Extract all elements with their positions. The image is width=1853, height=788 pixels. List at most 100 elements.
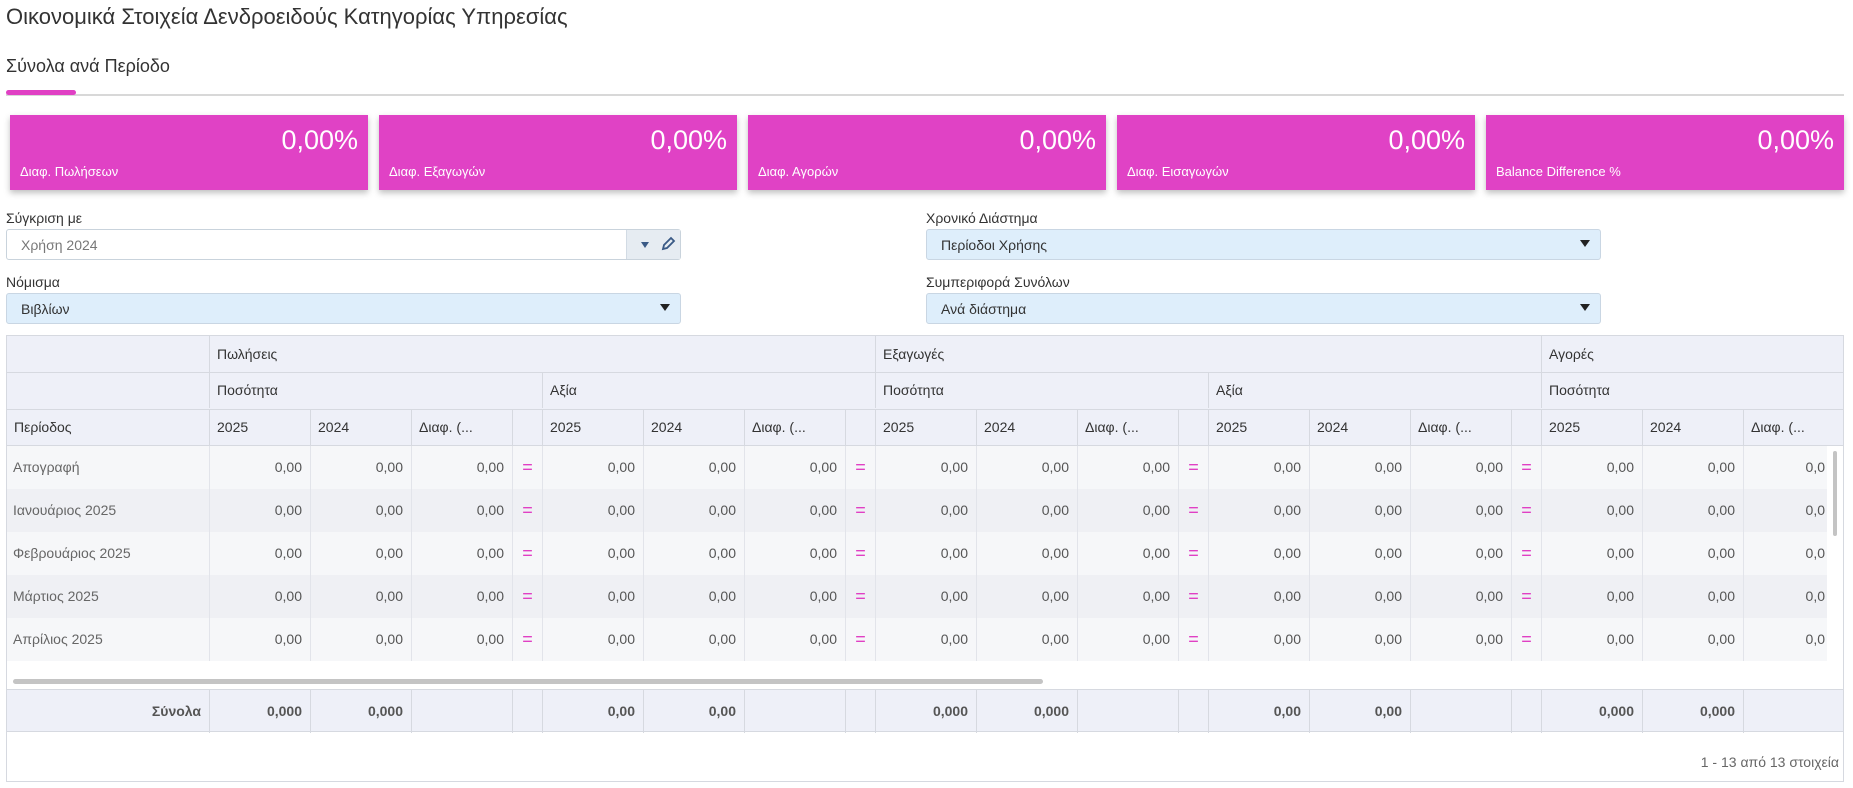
column-header-diff[interactable]: Διαφ. (... <box>1077 409 1178 445</box>
value-cell-diff: 0,00 <box>744 575 845 618</box>
currency-value: Βιβλίων <box>21 301 70 317</box>
total-2025: 0,000 <box>1541 690 1642 733</box>
value-cell-diff: 0,0 <box>1743 532 1833 575</box>
horizontal-scrollbar[interactable] <box>13 679 1043 684</box>
value-cell-2024: 0,00 <box>1642 532 1743 575</box>
period-select[interactable]: Περίοδοι Χρήσης <box>926 229 1601 260</box>
value-cell-2025: 0,00 <box>1208 618 1309 661</box>
value-cell-2024: 0,00 <box>1642 575 1743 618</box>
column-header-2024[interactable]: 2024 <box>1642 409 1743 445</box>
currency-label: Νόμισμα <box>6 274 60 290</box>
vertical-scrollbar[interactable] <box>1833 451 1837 536</box>
header-divider <box>7 409 1843 410</box>
value-cell-2025: 0,00 <box>542 618 643 661</box>
subgroup-header: Αξία <box>1208 372 1541 408</box>
equal-icon: = <box>1178 532 1208 575</box>
kpi-label: Διαφ. Εισαγωγών <box>1127 164 1229 179</box>
value-cell-2024: 0,00 <box>643 575 744 618</box>
value-cell-2024: 0,00 <box>643 446 744 489</box>
grid-totals-row: Σύνολα 0,000 0,000 0,00 0,00 0,000 0,000 0,00 0,… <box>7 689 1843 733</box>
column-header-status <box>845 409 875 445</box>
value-cell-diff: 0,0 <box>1743 575 1833 618</box>
value-cell-2025: 0,00 <box>209 575 310 618</box>
value-cell-2025: 0,00 <box>875 575 976 618</box>
group-header: Αγορές <box>1541 336 1843 372</box>
column-header-2024[interactable]: 2024 <box>643 409 744 445</box>
value-cell-2025: 0,00 <box>1208 575 1309 618</box>
column-header-diff[interactable]: Διαφ. (... <box>744 409 845 445</box>
compare-label: Σύγκριση με <box>6 210 83 226</box>
currency-select[interactable]: Βιβλίων <box>6 293 681 324</box>
chevron-down-icon[interactable] <box>641 242 649 248</box>
total-status <box>1511 690 1541 733</box>
total-diff <box>411 690 512 733</box>
equal-icon: = <box>845 532 875 575</box>
equal-icon: = <box>1511 575 1541 618</box>
equal-icon: = <box>512 575 542 618</box>
compare-combobox[interactable]: Χρήση 2024 <box>6 229 681 260</box>
value-cell-2024: 0,00 <box>310 532 411 575</box>
totals-behavior-select[interactable]: Ανά διάστημα <box>926 293 1601 324</box>
column-header-2025[interactable]: 2025 <box>875 409 976 445</box>
column-header-2024[interactable]: 2024 <box>1309 409 1410 445</box>
pencil-icon[interactable] <box>659 234 677 254</box>
column-header-2024[interactable]: 2024 <box>310 409 411 445</box>
value-cell-2024: 0,00 <box>976 618 1077 661</box>
kpi-label: Διαφ. Πωλήσεων <box>20 164 119 179</box>
tab-totals-per-period[interactable]: Σύνολα ανά Περίοδο <box>6 56 170 76</box>
value-cell-2025: 0,00 <box>209 489 310 532</box>
group-header: Πωλήσεις <box>209 336 875 372</box>
total-2024: 0,00 <box>643 690 744 733</box>
kpi-value: 0,00% <box>650 125 727 155</box>
page-title: Οικονομικά Στοιχεία Δενδροειδούς Κατηγορ… <box>6 4 568 29</box>
column-header-2025[interactable]: 2025 <box>1208 409 1309 445</box>
value-cell-2025: 0,00 <box>875 532 976 575</box>
kpi-purchases-diff: 0,00% Διαφ. Αγορών <box>748 115 1106 190</box>
table-row[interactable]: Ιανουάριος 2025 0,00 0,00 0,00 = 0,00 0,00 0,00… <box>7 489 1827 532</box>
column-header-diff[interactable]: Διαφ. (... <box>1410 409 1511 445</box>
value-cell-2024: 0,00 <box>976 532 1077 575</box>
subgroup-header: Ποσότητα <box>209 372 542 408</box>
value-cell-2025: 0,00 <box>875 489 976 532</box>
kpi-label: Διαφ. Εξαγωγών <box>389 164 486 179</box>
tab-active-indicator <box>6 90 76 95</box>
column-header-diff[interactable]: Διαφ. (... <box>411 409 512 445</box>
total-status <box>845 690 875 733</box>
total-2025: 0,00 <box>542 690 643 733</box>
value-cell-diff: 0,00 <box>744 446 845 489</box>
value-cell-2025: 0,00 <box>1208 532 1309 575</box>
column-header-diff[interactable]: Διαφ. (... <box>1743 409 1843 445</box>
value-cell-2024: 0,00 <box>310 446 411 489</box>
value-cell-2024: 0,00 <box>1309 575 1410 618</box>
column-header-2025[interactable]: 2025 <box>209 409 310 445</box>
grid-header: Περίοδος Πωλήσεις Εξαγωγές Αγορές Ποσότητα Αξ… <box>7 336 1843 446</box>
value-cell-diff: 0,0 <box>1743 446 1833 489</box>
value-cell-2025: 0,00 <box>875 618 976 661</box>
value-cell-2025: 0,00 <box>209 446 310 489</box>
column-header-period[interactable]: Περίοδος <box>14 419 72 435</box>
total-2025: 0,000 <box>875 690 976 733</box>
column-header-2025[interactable]: 2025 <box>1541 409 1642 445</box>
column-header-2024[interactable]: 2024 <box>976 409 1077 445</box>
value-cell-2024: 0,00 <box>1309 618 1410 661</box>
value-cell-2025: 0,00 <box>209 618 310 661</box>
value-cell-2024: 0,00 <box>1642 618 1743 661</box>
totals-label: Σύνολα <box>151 703 201 719</box>
table-row[interactable]: Απογραφή 0,00 0,00 0,00 = 0,00 0,00 0,00 = 0,00 0,… <box>7 446 1827 489</box>
value-cell-2025: 0,00 <box>1208 446 1309 489</box>
column-header-2025[interactable]: 2025 <box>542 409 643 445</box>
table-row[interactable]: Μάρτιος 2025 0,00 0,00 0,00 = 0,00 0,00 0,00 = 0,… <box>7 575 1827 618</box>
totals-behavior-value: Ανά διάστημα <box>941 301 1027 317</box>
table-row[interactable]: Απρίλιος 2025 0,00 0,00 0,00 = 0,00 0,00 0,00 = 0… <box>7 618 1827 661</box>
period-value: Περίοδοι Χρήσης <box>941 237 1048 253</box>
equal-icon: = <box>845 446 875 489</box>
value-cell-2024: 0,00 <box>643 532 744 575</box>
table-row[interactable]: Φεβρουάριος 2025 0,00 0,00 0,00 = 0,00 0,00 0,0… <box>7 532 1827 575</box>
equal-icon: = <box>1178 575 1208 618</box>
equal-icon: = <box>512 618 542 661</box>
total-2025: 0,00 <box>1208 690 1309 733</box>
value-cell-diff: 0,0 <box>1743 489 1833 532</box>
header-divider <box>7 372 1843 373</box>
value-cell-diff: 0,00 <box>744 532 845 575</box>
equal-icon: = <box>845 489 875 532</box>
